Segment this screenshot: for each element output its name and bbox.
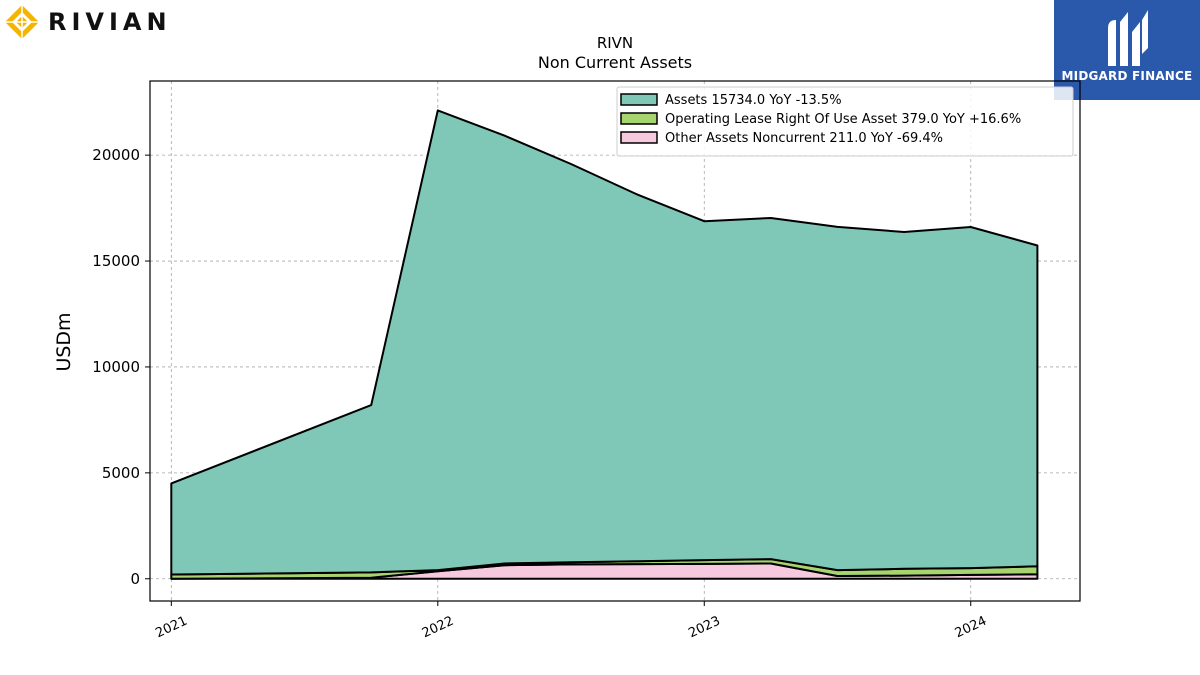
y-tick-label: 0 <box>130 570 140 588</box>
y-tick-label: 5000 <box>102 464 140 482</box>
x-tick-label: 2023 <box>686 614 722 642</box>
x-tick-label: 2022 <box>420 614 456 642</box>
partner-logo: MIDGARD FINANCE <box>1054 0 1200 100</box>
midgard-m-icon <box>1108 10 1148 66</box>
brand-logo: RIVIAN <box>4 2 172 42</box>
rivian-diamond-icon <box>5 5 39 39</box>
legend-entry: Assets 15734.0 YoY -13.5% <box>665 93 842 108</box>
brand-name: RIVIAN <box>48 8 172 36</box>
chart-subtitle: Non Current Assets <box>538 53 692 72</box>
legend: Assets 15734.0 YoY -13.5% Operating Lease… <box>616 86 1074 157</box>
legend-swatch <box>620 112 658 125</box>
y-tick-label: 15000 <box>92 252 140 270</box>
legend-frame <box>616 86 1074 157</box>
y-tick-label: 10000 <box>92 358 140 376</box>
legend-swatch <box>620 93 658 106</box>
legend-entry: Other Assets Noncurrent 211.0 YoY -69.4% <box>665 131 943 146</box>
legend-entry: Operating Lease Right Of Use Asset 379.0… <box>665 112 1021 127</box>
axis-ticks: 0 5000 10000 15000 20000 2021 2022 2023 2024 <box>92 146 989 641</box>
partner-name: MIDGARD FINANCE <box>1061 69 1193 83</box>
legend-swatch <box>620 131 658 144</box>
plot-frame <box>149 80 1081 602</box>
series-area <box>170 109 1039 576</box>
chart-title: RIVN <box>597 34 633 52</box>
y-axis-label: USDm <box>53 312 75 371</box>
x-tick-label: 2024 <box>953 614 989 642</box>
y-tick-label: 20000 <box>92 146 140 164</box>
plot-areas <box>170 109 1039 580</box>
x-tick-label: 2021 <box>153 614 189 642</box>
